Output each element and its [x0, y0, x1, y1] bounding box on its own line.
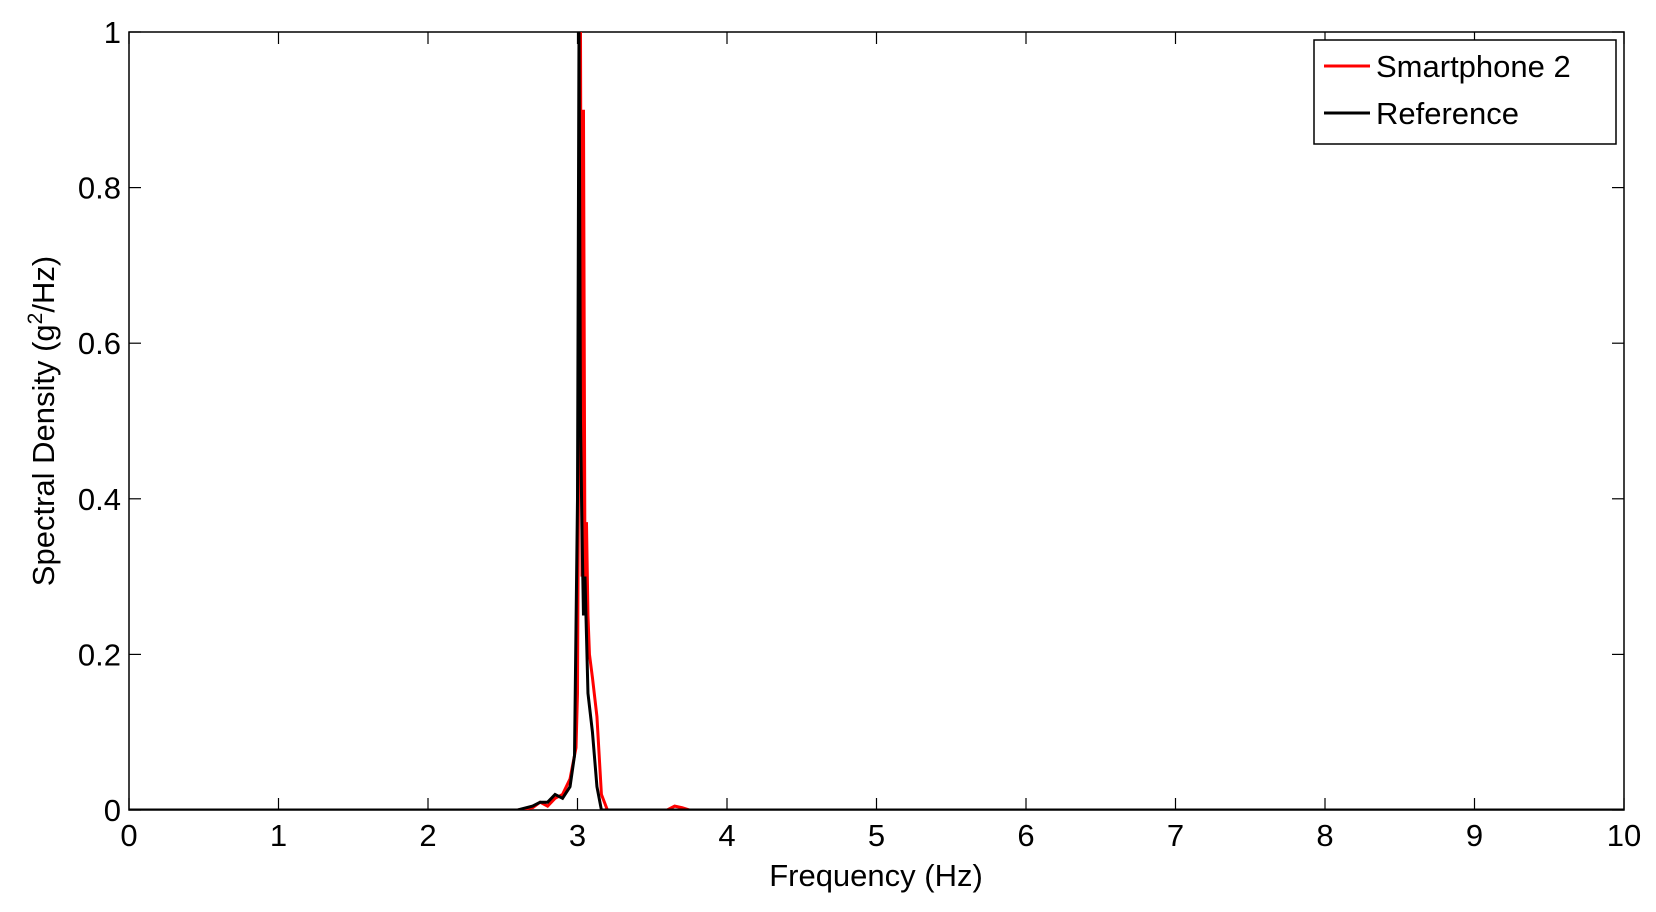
- x-tick-label: 10: [1607, 818, 1641, 853]
- x-tick-label: 8: [1316, 818, 1333, 853]
- y-label-sup: 2: [24, 313, 47, 325]
- x-tick-label: 0: [120, 818, 137, 853]
- x-tick-label: 2: [419, 818, 436, 853]
- y-label-main: Spectral Density (g: [26, 324, 61, 586]
- y-tick-label: 1: [104, 15, 121, 50]
- y-tick-label: 0: [104, 793, 121, 828]
- x-tick-label: 4: [718, 818, 735, 853]
- legend-box: [1313, 39, 1617, 145]
- y-tick-label: 0.4: [78, 482, 121, 517]
- legend-label: Smartphone 2: [1376, 49, 1571, 84]
- y-tick-label: 0.2: [78, 637, 121, 672]
- x-tick-label: 5: [868, 818, 885, 853]
- y-tick-label: 0.6: [78, 326, 121, 361]
- x-axis-label: Frequency (Hz): [769, 858, 983, 893]
- legend-label: Reference: [1376, 96, 1519, 131]
- legend: Smartphone 2 Reference: [1313, 39, 1617, 145]
- x-tick-label: 9: [1466, 818, 1483, 853]
- x-tick-label: 1: [270, 818, 287, 853]
- series-line: [129, 32, 1624, 810]
- y-tick-label: 0.8: [78, 171, 121, 206]
- series-line: [129, 32, 1624, 810]
- y-axis-label: Spectral Density (g2/Hz): [24, 256, 61, 586]
- x-tick-label: 6: [1017, 818, 1034, 853]
- x-tick-label: 7: [1167, 818, 1184, 853]
- plot-frame: [128, 31, 1625, 811]
- x-tick-label: 3: [569, 818, 586, 853]
- y-label-tail: /Hz): [26, 256, 61, 313]
